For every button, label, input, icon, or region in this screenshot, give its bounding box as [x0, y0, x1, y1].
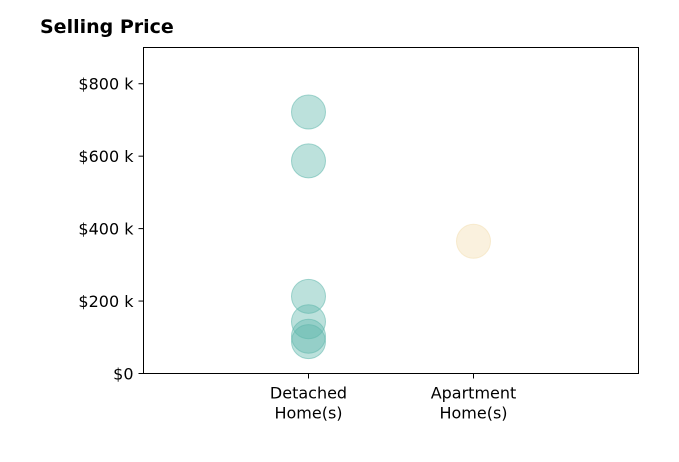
x-tick-label: Apartment Home(s) [431, 384, 517, 423]
y-tick-label: $400 k [78, 220, 134, 239]
data-point [291, 318, 326, 354]
data-point [291, 324, 326, 360]
plot-frame [143, 47, 639, 374]
y-tick-label: $600 k [78, 147, 134, 166]
x-axis: Detached Home(s) Apartment Home(s) [270, 373, 517, 423]
y-tick-label: $0 [113, 365, 133, 384]
chart-title: Selling Price [40, 16, 174, 38]
y-tick-label: $200 k [78, 292, 134, 311]
data-point [291, 143, 326, 179]
data-point [291, 278, 326, 314]
data-point [291, 94, 326, 130]
x-tick-label: Detached Home(s) [270, 384, 347, 423]
data-point [291, 304, 326, 340]
y-axis: $0 $200 k $400 k $600 k $800 k [78, 75, 144, 384]
data-point [456, 223, 491, 259]
y-tick-label: $800 k [78, 75, 134, 94]
data-points [291, 94, 491, 360]
